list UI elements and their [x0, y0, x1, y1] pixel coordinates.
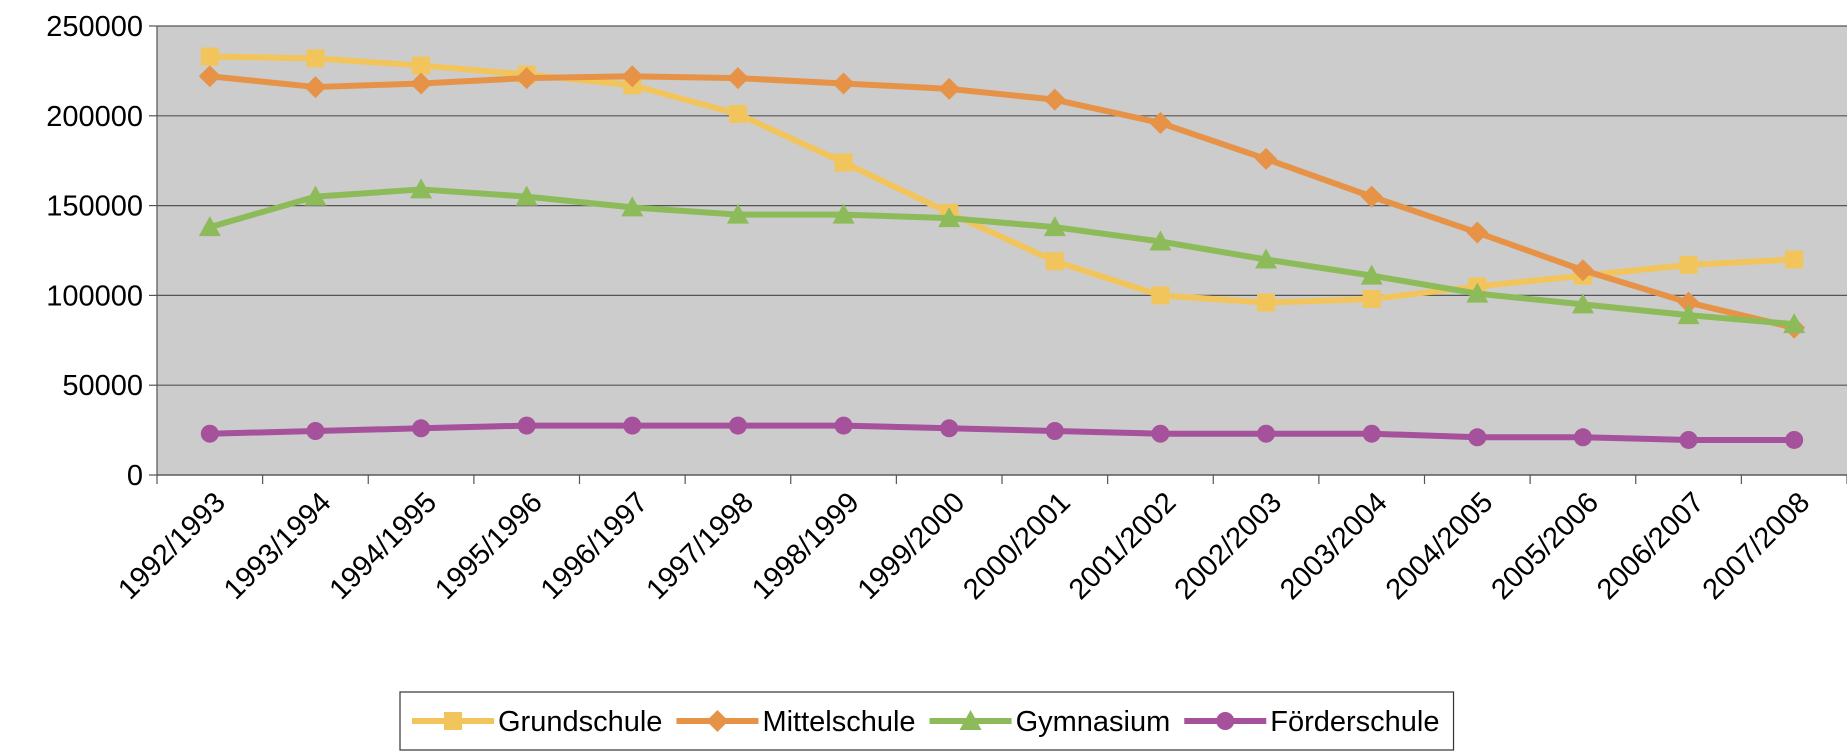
marker — [1257, 293, 1276, 312]
x-tick-label: 1992/1993 — [112, 486, 232, 606]
legend-label: Grundschule — [498, 706, 662, 738]
marker — [940, 419, 959, 438]
marker — [412, 56, 431, 75]
marker — [1362, 289, 1381, 308]
x-tick-label: 2000/2001 — [957, 486, 1077, 606]
marker — [621, 65, 644, 88]
marker — [410, 178, 433, 199]
marker — [1466, 221, 1489, 244]
x-tick-label: 2005/2006 — [1485, 486, 1605, 606]
marker — [1360, 185, 1383, 208]
marker — [304, 76, 327, 99]
marker — [1216, 712, 1235, 730]
marker — [304, 185, 327, 206]
marker — [623, 416, 642, 435]
marker — [515, 67, 538, 90]
marker — [198, 65, 221, 88]
legend-label: Mittelschule — [762, 706, 915, 738]
marker — [1677, 291, 1700, 314]
marker — [1468, 428, 1487, 447]
series-line — [209, 73, 1795, 331]
marker — [198, 216, 221, 237]
marker — [1571, 293, 1594, 314]
marker — [1151, 286, 1170, 305]
x-tick-label: 2004/2005 — [1380, 486, 1500, 606]
marker — [1255, 147, 1278, 170]
marker — [938, 207, 961, 228]
marker — [517, 416, 536, 435]
y-tick-label: 50000 — [62, 370, 143, 402]
marker — [1571, 259, 1594, 282]
series-line — [208, 186, 1795, 328]
legend-label: Förderschule — [1270, 706, 1439, 738]
marker — [1362, 424, 1381, 443]
marker — [834, 153, 853, 172]
marker — [621, 196, 644, 217]
marker — [832, 203, 855, 224]
x-tick-label: 1998/1999 — [746, 486, 866, 606]
marker — [1677, 304, 1700, 325]
marker — [412, 419, 431, 438]
marker — [306, 421, 325, 440]
marker — [1043, 216, 1066, 237]
y-tick-label: 0 — [127, 460, 143, 492]
marker — [1466, 282, 1489, 303]
legend-label: Gymnasium — [1016, 706, 1171, 738]
marker — [200, 424, 219, 443]
x-tick-label: 1999/2000 — [852, 486, 972, 606]
marker — [1045, 252, 1064, 271]
x-tick-label: 1995/1996 — [429, 486, 549, 606]
x-tick-label: 2003/2004 — [1274, 486, 1394, 606]
marker — [1783, 313, 1806, 334]
marker — [938, 77, 961, 100]
x-tick-label: 1997/1998 — [640, 486, 760, 606]
y-tick-label: 200000 — [46, 101, 143, 133]
marker — [1573, 428, 1592, 447]
marker — [1043, 88, 1066, 111]
marker — [1045, 421, 1064, 440]
marker — [728, 105, 747, 124]
x-tick-label: 1994/1995 — [324, 486, 444, 606]
marker — [1257, 424, 1276, 443]
series-line — [209, 422, 1795, 443]
marker — [444, 712, 462, 730]
marker — [1679, 430, 1698, 449]
marker — [1151, 424, 1170, 443]
marker — [410, 72, 433, 95]
x-tick-label: 2002/2003 — [1169, 486, 1289, 606]
marker — [1785, 430, 1804, 449]
legend: Grundschule Mittelschule Gymnasium Fördersc… — [399, 691, 1455, 751]
marker — [515, 185, 538, 206]
marker — [1149, 111, 1172, 134]
marker — [1255, 248, 1278, 269]
marker — [1360, 264, 1383, 285]
marker — [1785, 250, 1804, 269]
marker — [726, 67, 749, 90]
marker — [306, 49, 325, 68]
marker — [959, 710, 982, 730]
x-tick-label: 1993/1994 — [218, 486, 338, 606]
x-tick-label: 2001/2002 — [1063, 486, 1183, 606]
x-tick-label: 2006/2007 — [1591, 486, 1711, 606]
marker — [832, 72, 855, 95]
marker — [1149, 230, 1172, 251]
x-tick-label: 1996/1997 — [535, 486, 655, 606]
marker — [706, 710, 729, 732]
marker — [200, 47, 219, 66]
plot-area — [157, 26, 1847, 475]
y-tick-label: 150000 — [46, 191, 143, 223]
legend-box — [399, 691, 1455, 751]
marker — [726, 203, 749, 224]
marker — [1679, 255, 1698, 274]
series-line — [209, 53, 1795, 306]
marker — [728, 416, 747, 435]
y-tick-label: 100000 — [46, 280, 143, 312]
marker — [834, 416, 853, 435]
x-tick-label: 2007/2008 — [1697, 486, 1817, 606]
y-tick-label: 250000 — [46, 11, 143, 43]
